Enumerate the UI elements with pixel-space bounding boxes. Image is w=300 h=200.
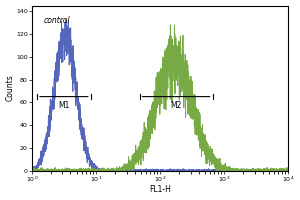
Y-axis label: Counts: Counts bbox=[6, 75, 15, 101]
Text: control: control bbox=[44, 16, 70, 25]
Text: M1: M1 bbox=[58, 101, 70, 110]
X-axis label: FL1-H: FL1-H bbox=[149, 185, 171, 194]
Text: M2: M2 bbox=[170, 101, 182, 110]
